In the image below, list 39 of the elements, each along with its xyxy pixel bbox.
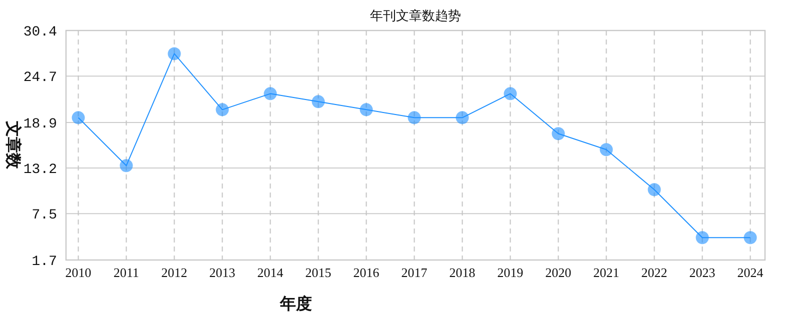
y-tick-label: 1.7 <box>32 254 57 270</box>
point <box>72 111 85 124</box>
x-tick-label: 2024 <box>737 265 764 280</box>
point <box>264 87 277 100</box>
point <box>312 95 325 108</box>
x-tick-label: 2013 <box>209 265 236 280</box>
x-tick-label: 2012 <box>161 265 188 280</box>
x-tick-label: 2023 <box>689 265 716 280</box>
y-tick-label: 13.2 <box>23 162 57 178</box>
x-tick-label: 2021 <box>593 265 620 280</box>
point <box>504 87 517 100</box>
y-axis-title: 文章数 <box>4 120 22 170</box>
y-tick-label: 7.5 <box>32 208 57 224</box>
x-tick-label: 2020 <box>545 265 572 280</box>
x-axis-title: 年度 <box>279 294 312 313</box>
chart-title: 年刊文章数趋势 <box>370 8 461 23</box>
point <box>600 143 613 156</box>
y-tick-label: 30.4 <box>23 24 57 40</box>
x-tick-label: 2022 <box>641 265 668 280</box>
point <box>216 103 229 116</box>
point <box>552 127 565 140</box>
x-tick-label: 2016 <box>353 265 380 280</box>
x-tick-label: 2011 <box>114 265 140 280</box>
y-tick-label: 24.7 <box>23 70 57 86</box>
y-tick-label: 18.9 <box>23 116 57 132</box>
x-tick-label: 2014 <box>257 265 284 280</box>
point <box>120 159 133 172</box>
point <box>360 103 373 116</box>
point <box>168 47 181 60</box>
point <box>408 111 421 124</box>
point <box>456 111 469 124</box>
point <box>648 183 661 196</box>
point <box>744 231 757 244</box>
x-tick-label: 2019 <box>497 265 524 280</box>
x-tick-label: 2018 <box>449 265 476 280</box>
x-tick-label: 2015 <box>305 265 332 280</box>
x-tick-label: 2017 <box>401 265 428 280</box>
x-tick-label: 2010 <box>65 265 92 280</box>
point <box>696 231 709 244</box>
